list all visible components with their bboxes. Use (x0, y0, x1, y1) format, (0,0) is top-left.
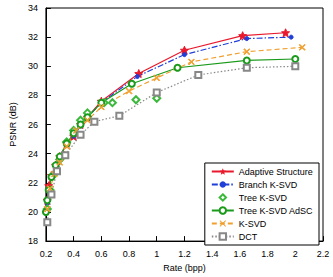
svg-text:34: 34 (28, 3, 38, 13)
svg-text:30: 30 (28, 61, 38, 71)
svg-text:26: 26 (28, 120, 38, 130)
svg-text:Tree K-SVD: Tree K-SVD (239, 193, 288, 203)
svg-text:1.8: 1.8 (261, 249, 274, 259)
svg-text:18: 18 (28, 236, 38, 246)
svg-text:1.4: 1.4 (206, 249, 219, 259)
svg-text:Tree K-SVD AdSC: Tree K-SVD AdSC (239, 206, 313, 216)
svg-text:32: 32 (28, 32, 38, 42)
svg-text:Adaptive Structure: Adaptive Structure (239, 167, 313, 177)
svg-text:Rate (bpp): Rate (bpp) (163, 263, 206, 273)
svg-text:28: 28 (28, 90, 38, 100)
svg-text:1.2: 1.2 (178, 249, 191, 259)
svg-text:0.2: 0.2 (40, 249, 53, 259)
svg-text:1: 1 (154, 249, 159, 259)
svg-text:24: 24 (28, 149, 38, 159)
svg-text:K-SVD: K-SVD (239, 219, 267, 229)
svg-text:1.6: 1.6 (234, 249, 247, 259)
svg-text:2: 2 (293, 249, 298, 259)
svg-text:0.6: 0.6 (95, 249, 108, 259)
svg-text:0.4: 0.4 (67, 249, 80, 259)
svg-text:DCT: DCT (239, 232, 258, 242)
svg-text:PSNR (dB): PSNR (dB) (8, 102, 18, 147)
svg-text:20: 20 (28, 207, 38, 217)
svg-text:22: 22 (28, 178, 38, 188)
svg-text:Branch K-SVD: Branch K-SVD (239, 180, 298, 190)
svg-text:2.2: 2.2 (317, 249, 330, 259)
svg-text:0.8: 0.8 (123, 249, 136, 259)
